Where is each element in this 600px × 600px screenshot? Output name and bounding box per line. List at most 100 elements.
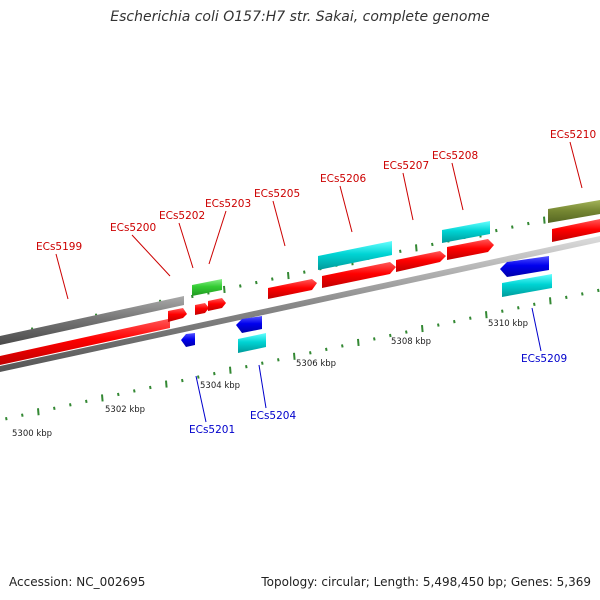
gene-label-ecs5209[interactable]: ECs5209 [521,353,567,365]
accession-text: Accession: NC_002695 [9,575,146,589]
scale-tick [597,288,600,293]
scale-tick [415,244,418,252]
tick-marks [0,208,600,421]
gene-ecs5204 [238,333,266,353]
gene-ecs5203 [208,298,226,311]
label-leader-line [402,172,414,221]
kbp-position-label: 5308 kbp [391,337,431,347]
kbp-position-label: 5304 kbp [200,381,240,391]
label-leader-line [451,162,464,211]
gene-ecs5209 [502,274,552,297]
scale-tick [437,323,440,327]
scale-tick [255,280,258,285]
scale-tick [309,351,312,355]
gene-ecs5206 [322,262,396,288]
label-leader-line [569,141,583,189]
kbp-position-label: 5302 kbp [105,405,145,415]
scale-tick [469,316,472,320]
scale-tick [303,270,306,274]
scale-tick [21,413,24,417]
label-leader-line [258,364,267,409]
gene-label-ecs5203[interactable]: ECs5203 [205,198,251,210]
gene-label-ecs5201[interactable]: ECs5201 [189,424,235,436]
scale-tick [287,272,290,280]
gene-ecs5202-cds [195,303,209,315]
gene-ecs5199-pseudogene [0,296,184,345]
scale-tick [197,375,200,379]
gene-ecs5209-cds [500,256,549,277]
kbp-position-label: 5310 kbp [488,319,528,329]
scale-tick [223,285,226,294]
gene-ecs5199-cds [0,318,170,365]
scale-tick [239,284,242,288]
gene-label-ecs5208[interactable]: ECs5208 [432,150,478,162]
gene-labels: ECs5199ECs5200ECs5201ECs5202ECs5203ECs52… [36,129,596,436]
label-leader-line [195,375,207,423]
scale-tick [389,333,392,338]
scale-tick [495,228,498,233]
gene-label-ecs5207[interactable]: ECs5207 [383,160,429,172]
gene-label-ecs5202[interactable]: ECs5202 [159,210,205,222]
scale-tick [271,277,274,281]
label-leader-line [55,253,69,300]
label-leader-line [178,222,194,269]
label-leader-line [131,234,171,277]
kbp-position-label: 5306 kbp [296,359,336,369]
scale-tick [325,347,328,352]
scale-tick [5,417,8,421]
position-labels: 5300 kbp 5302 kbp 5304 kbp 5306 kbp 5308 kbp… [12,319,528,439]
scale-tick [37,408,40,416]
scale-tick [117,392,120,397]
gene-ecs5204-cds [236,316,262,333]
scale-tick [181,378,184,383]
gene-label-ecs5199[interactable]: ECs5199 [36,241,82,253]
scale-tick [213,371,216,376]
gene-ecs5200 [168,308,187,322]
scale-tick [373,337,376,341]
label-leader-line [531,307,542,352]
scale-tick [399,249,402,254]
forward-strand-track [0,200,600,365]
scale-tick [431,242,434,247]
genome-summary-text: Topology: circular; Length: 5,498,450 bp… [261,575,591,589]
scale-tick [245,365,248,369]
scale-tick [261,361,264,365]
gene-label-ecs5204[interactable]: ECs5204 [250,410,296,422]
kbp-position-label: 5300 kbp [12,429,52,439]
gene-ecs5205 [268,279,317,299]
scale-tick [527,221,530,226]
scale-tick [543,216,546,224]
scale-tick [277,358,280,362]
scale-tick [133,389,136,393]
scale-tick [421,324,424,333]
map-title: Escherichia coli O157:H7 str. Sakai, com… [110,9,490,25]
gene-label-ecs5210[interactable]: ECs5210 [550,129,596,141]
scale-tick [85,399,88,404]
gene-ecs5207 [396,251,446,272]
label-leader-line [208,210,227,265]
scale-tick [405,330,408,334]
scale-tick [565,295,568,300]
scale-tick [533,302,536,306]
gene-ecs5210-olive [548,200,600,223]
scale-tick [581,292,584,296]
genome-backbone [0,236,600,372]
scale-tick [501,309,504,313]
scale-tick [517,306,520,310]
scale-tick [53,406,56,410]
gene-label-ecs5206[interactable]: ECs5206 [320,173,366,185]
gene-ecs5208 [447,239,494,260]
gene-label-ecs5205[interactable]: ECs5205 [254,188,300,200]
scale-tick [453,319,456,324]
scale-tick [69,403,72,407]
gene-label-ecs5200[interactable]: ECs5200 [110,222,156,234]
label-leader-line [272,200,286,247]
gene-ecs5202 [192,279,222,296]
label-leader-line [339,185,353,233]
scale-tick [229,366,232,374]
reverse-strand-track [181,256,552,353]
scale-tick [101,394,104,402]
gene-ecs5206-other [318,241,392,270]
